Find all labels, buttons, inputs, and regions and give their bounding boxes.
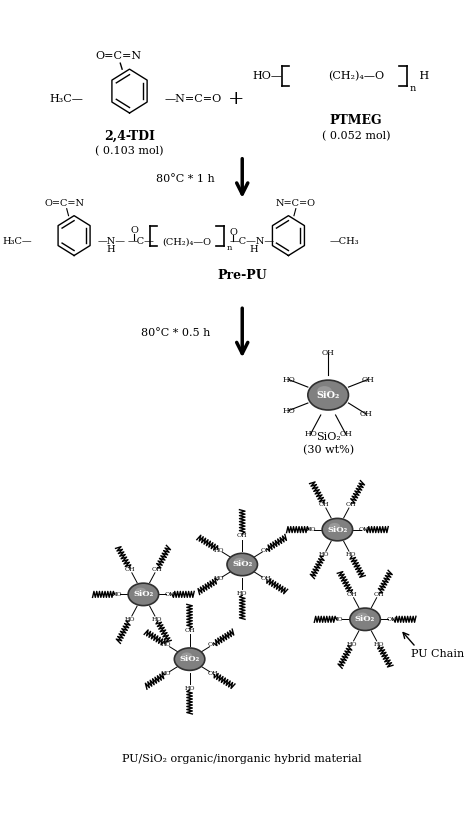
Text: +: + [228,90,244,108]
Text: OH: OH [152,567,162,572]
Text: OH: OH [319,502,329,507]
Ellipse shape [227,553,257,576]
Text: HO: HO [111,592,122,597]
Text: —C—: —C— [128,237,155,246]
Text: OH: OH [387,617,397,622]
Text: HO: HO [346,642,357,647]
Text: PU/SiO₂ organic/inorganic hybrid material: PU/SiO₂ organic/inorganic hybrid materia… [122,754,362,764]
Text: (CH₂)₄—O: (CH₂)₄—O [162,237,211,246]
Text: SiO₂: SiO₂ [180,655,200,663]
Text: OH: OH [125,567,135,572]
Text: N=C=O: N=C=O [276,199,316,208]
Ellipse shape [308,380,348,410]
Text: SiO₂: SiO₂ [133,590,154,598]
Text: OH: OH [359,527,369,532]
Text: HO: HO [319,552,329,557]
Text: OH: OH [208,642,218,647]
Text: —CH₃: —CH₃ [330,237,360,246]
Text: 80°C * 1 h: 80°C * 1 h [155,174,214,184]
Text: n: n [227,244,232,251]
Text: (CH₂)₄—O: (CH₂)₄—O [328,71,384,82]
Text: HO: HO [214,547,224,553]
Text: HO: HO [373,642,384,647]
Text: O=C=N: O=C=N [95,51,142,61]
Text: H: H [249,245,258,254]
Ellipse shape [181,653,192,660]
Text: HO: HO [184,686,195,691]
Text: —C—N—: —C—N— [229,237,274,246]
Ellipse shape [135,588,146,595]
Ellipse shape [317,386,332,396]
Text: OH: OH [208,671,218,677]
Text: (30 wt%): (30 wt%) [302,445,354,455]
Text: O: O [229,228,237,237]
Text: ( 0.052 mol): ( 0.052 mol) [322,131,390,141]
Text: H: H [416,71,429,81]
Text: ( 0.103 mol): ( 0.103 mol) [95,146,164,156]
Text: SiO₂: SiO₂ [232,560,252,569]
Text: H₃C—: H₃C— [3,237,33,246]
Text: O: O [130,226,138,235]
Text: HO: HO [161,671,172,677]
Ellipse shape [128,583,159,606]
Text: HO: HO [125,617,135,622]
Text: H: H [107,245,115,254]
Text: OH: OH [339,430,352,438]
Text: SiO₂: SiO₂ [317,391,340,400]
Text: n: n [410,83,416,92]
Text: HO: HO [152,617,162,622]
Text: —N—: —N— [97,237,125,246]
Ellipse shape [350,608,380,630]
Text: HO: HO [305,527,316,532]
Text: O=C=N: O=C=N [45,199,85,208]
Text: HO: HO [283,406,295,414]
Text: OH: OH [346,592,357,597]
Text: OH: OH [322,349,335,357]
Text: H₃C—: H₃C— [49,94,83,104]
Ellipse shape [174,648,205,671]
Text: HO: HO [304,430,317,438]
Text: HO: HO [161,642,172,647]
Text: PTMEG: PTMEG [329,115,382,128]
Text: OH: OH [360,410,373,418]
Ellipse shape [357,612,368,620]
Text: HO: HO [283,376,295,384]
Text: OH: OH [165,592,175,597]
Text: —N=C=O: —N=C=O [164,94,222,104]
Text: HO: HO [214,577,224,582]
Text: OH: OH [184,628,195,633]
Text: HO: HO [346,552,356,557]
Text: SiO₂: SiO₂ [355,616,375,623]
Ellipse shape [322,518,353,541]
Text: 80°C * 0.5 h: 80°C * 0.5 h [141,328,210,339]
Text: HO: HO [333,617,344,622]
Text: OH: OH [260,547,271,553]
Text: OH: OH [237,533,247,538]
Text: HO—: HO— [252,71,282,81]
Text: 2,4-TDI: 2,4-TDI [104,129,155,143]
Text: OH: OH [373,592,384,597]
Text: OH: OH [260,577,271,582]
Text: HO: HO [237,591,247,596]
Text: SiO₂: SiO₂ [316,432,340,442]
Ellipse shape [234,558,245,565]
Ellipse shape [329,523,340,531]
Text: PU Chain: PU Chain [411,649,465,659]
Text: SiO₂: SiO₂ [327,526,347,534]
Text: OH: OH [346,502,356,507]
Text: Pre-PU: Pre-PU [218,269,267,282]
Text: OH: OH [361,376,374,384]
